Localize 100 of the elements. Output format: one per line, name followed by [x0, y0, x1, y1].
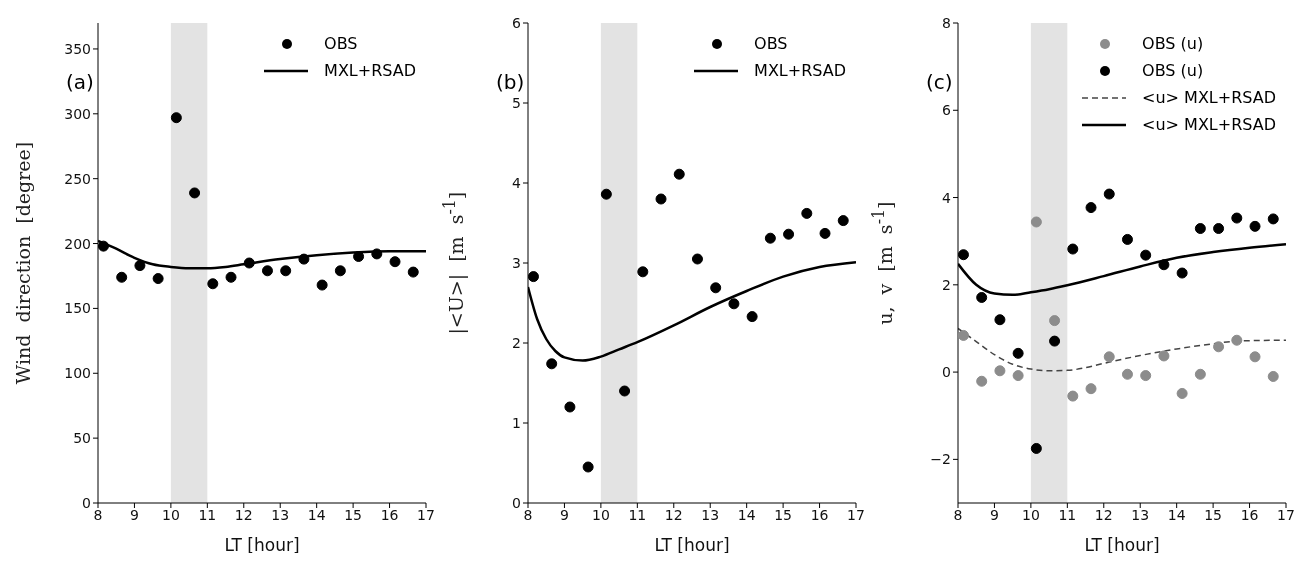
x-tick-label: 16 [810, 506, 829, 523]
x-tick-label: 12 [1094, 506, 1113, 523]
point [316, 279, 328, 291]
point [1049, 335, 1061, 347]
y-tick-label: 5 [512, 94, 521, 111]
point [1030, 442, 1042, 454]
x-tick-label: 14 [1167, 506, 1186, 523]
point [189, 187, 201, 199]
x-tick-label: 14 [307, 506, 326, 523]
x-tick-label: 13 [701, 506, 720, 523]
y-tick-label: 150 [64, 300, 91, 317]
point [1194, 368, 1206, 380]
x-tick-label: 12 [664, 506, 683, 523]
x-tick-label: 12 [234, 506, 253, 523]
x-tick-label: 11 [198, 506, 217, 523]
legend-label: <u> MXL+RSAD [1142, 115, 1276, 134]
y-tick-label: 50 [73, 430, 91, 447]
point [1103, 351, 1115, 363]
x-tick-label: 13 [271, 506, 290, 523]
point [1121, 368, 1133, 380]
point [298, 253, 310, 265]
point [116, 271, 128, 283]
line-series [958, 327, 1286, 372]
point [1158, 259, 1170, 271]
point [655, 193, 667, 205]
y-tick-label: 0 [512, 494, 521, 511]
point [334, 265, 346, 277]
point [207, 278, 219, 290]
legend-label: OBS (u) [1142, 61, 1204, 80]
x-tick-label: 10 [1021, 506, 1040, 523]
point [1213, 341, 1225, 353]
x-tick-label: 8 [953, 506, 963, 523]
y-tick-label: 2 [942, 276, 951, 293]
x-tick-label: 8 [93, 506, 103, 523]
point [280, 265, 292, 277]
x-tick-label: 14 [737, 506, 756, 523]
y-tick-label: 350 [64, 40, 91, 57]
y-tick-label: 0 [942, 364, 951, 381]
x-tick-label: 10 [161, 506, 180, 523]
point [1231, 212, 1243, 224]
y-tick-label: 0 [82, 494, 91, 511]
y-tick-label: −2 [930, 451, 951, 468]
point [371, 248, 383, 260]
point [1267, 370, 1279, 382]
point [728, 298, 740, 310]
y-tick-label: 200 [64, 235, 91, 252]
point [546, 358, 558, 370]
y-tick-label: 2 [512, 334, 521, 351]
point [1194, 223, 1206, 235]
point [958, 329, 969, 341]
point [1158, 350, 1170, 362]
point [1267, 213, 1279, 225]
point [1121, 233, 1133, 245]
x-tick-label: 10 [591, 506, 610, 523]
point [564, 401, 576, 413]
point [225, 271, 237, 283]
point [1213, 223, 1225, 235]
point [98, 240, 109, 252]
x-axis-title: LT [hour] [1084, 535, 1160, 555]
point [1231, 334, 1243, 346]
point [1140, 249, 1152, 261]
point [783, 228, 795, 240]
x-tick-label: 15 [344, 506, 363, 523]
y-tick-label: 250 [64, 170, 91, 187]
point [1249, 351, 1261, 363]
point [1103, 188, 1115, 200]
x-tick-label: 15 [774, 506, 793, 523]
x-tick-label: 15 [1204, 506, 1223, 523]
point [976, 291, 988, 303]
point [994, 365, 1006, 377]
y-axis-title: Wind direction [degree] [12, 141, 35, 385]
text: (c) [926, 70, 953, 94]
point [1140, 370, 1152, 382]
point [746, 311, 758, 323]
point [134, 260, 146, 272]
legend-label: OBS [324, 34, 358, 53]
x-tick-label: 13 [1131, 506, 1150, 523]
point [710, 282, 722, 294]
point [637, 266, 649, 278]
x-tick-label: 11 [1058, 506, 1077, 523]
x-tick-label: 9 [559, 506, 569, 523]
point [1176, 387, 1188, 399]
point [1085, 202, 1097, 214]
x-tick-label: 17 [1277, 506, 1295, 523]
point [1067, 243, 1079, 255]
point [1085, 383, 1097, 395]
x-tick-label: 11 [628, 506, 647, 523]
x-tick-label: 9 [129, 506, 139, 523]
x-axis-title: LT [hour] [654, 535, 730, 555]
point [994, 314, 1006, 326]
point [837, 215, 849, 227]
point [389, 256, 401, 268]
point [764, 232, 776, 244]
point [976, 375, 988, 387]
point [1067, 390, 1079, 402]
y-tick-label: 6 [512, 14, 522, 31]
x-tick-label: 8 [523, 506, 533, 523]
point [152, 273, 164, 285]
point [407, 266, 419, 278]
point [353, 251, 365, 263]
